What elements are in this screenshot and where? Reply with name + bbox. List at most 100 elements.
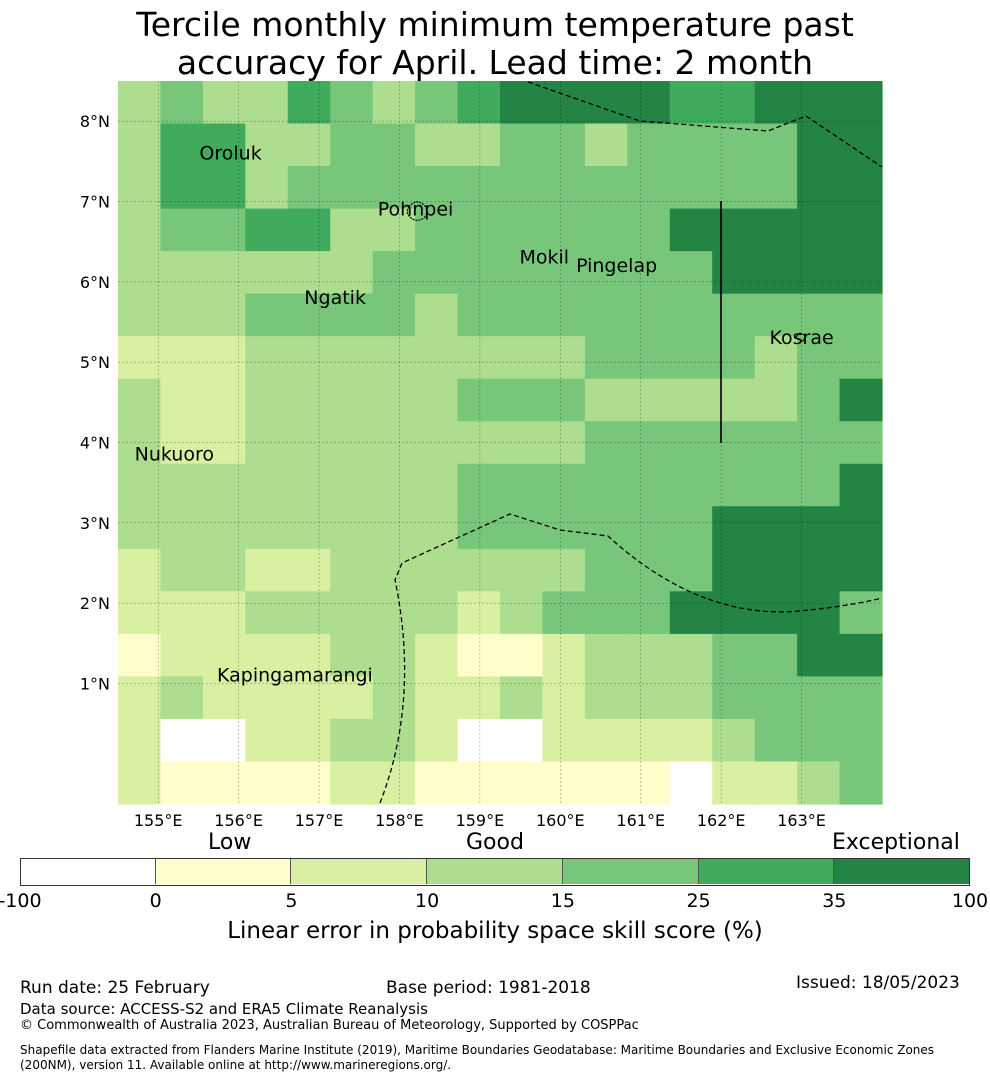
grid-cell xyxy=(372,463,416,507)
grid-cell xyxy=(372,633,416,678)
grid-cell xyxy=(797,548,841,592)
grid-cell xyxy=(287,378,331,422)
grid-cell xyxy=(202,208,246,252)
grid-cell xyxy=(372,251,416,295)
grid-cell xyxy=(542,633,586,678)
grid-cell xyxy=(712,506,756,550)
grid-cell xyxy=(287,123,331,167)
grid-cell xyxy=(584,208,628,252)
place-label: Kapingamarangi xyxy=(217,664,373,686)
colorbar xyxy=(20,858,970,886)
grid-cell xyxy=(415,591,459,635)
lat-tick-label: 3°N xyxy=(80,514,110,533)
grid-cell xyxy=(584,378,628,422)
grid-cell xyxy=(160,251,204,295)
grid-cell xyxy=(287,251,331,295)
grid-cell xyxy=(457,463,501,507)
grid-cell xyxy=(500,208,544,252)
grid-cell xyxy=(415,463,459,507)
data-source: Data source: ACCESS-S2 and ERA5 Climate … xyxy=(20,1000,428,1018)
grid-cell xyxy=(627,123,671,167)
grid-cell xyxy=(415,166,459,210)
grid-cell xyxy=(584,591,628,635)
colorbar-tick-label: 100 xyxy=(951,890,989,912)
grid-cell xyxy=(372,123,416,167)
grid-cell xyxy=(415,123,459,167)
grid-cell xyxy=(160,81,204,125)
grid-cell xyxy=(372,166,416,210)
grid-cell xyxy=(754,208,798,252)
grid-cell xyxy=(542,718,586,763)
grid-cell xyxy=(839,548,883,592)
grid-cell xyxy=(245,506,289,550)
place-label: Kosrae xyxy=(769,327,833,349)
grid-cell xyxy=(457,761,501,805)
grid-cell xyxy=(415,761,459,805)
grid-cell xyxy=(330,463,374,507)
title-line-1: Tercile monthly minimum temperature past xyxy=(136,5,854,44)
grid-cell xyxy=(542,336,586,380)
lat-tick-label: 6°N xyxy=(80,273,110,292)
grid-cell xyxy=(202,591,246,635)
graticule xyxy=(118,81,882,804)
grid-cell xyxy=(457,336,501,380)
grid-cell xyxy=(797,633,841,678)
grid-cell xyxy=(584,336,628,380)
grid-cell xyxy=(118,166,162,210)
lon-tick-label: 160°E xyxy=(536,811,585,830)
lon-tick-label: 161°E xyxy=(616,811,665,830)
grid-cell xyxy=(627,293,671,337)
grid-cell xyxy=(202,463,246,507)
grid-cell xyxy=(500,166,544,210)
grid-cell xyxy=(542,378,586,422)
grid-cell xyxy=(712,81,756,125)
grid-cell xyxy=(160,506,204,550)
grid-cell xyxy=(712,676,756,720)
grid-cell xyxy=(415,293,459,337)
grid-cell xyxy=(500,591,544,635)
place-labels: Oroluk Pohnpei Mokil Pingelap Ngatik Kosrae Nu… xyxy=(135,142,834,686)
grid-cell xyxy=(330,208,374,252)
grid-cell xyxy=(627,81,671,125)
grid-cell xyxy=(627,378,671,422)
lat-tick-label: 4°N xyxy=(80,434,110,453)
grid-cell xyxy=(118,208,162,252)
grid-cell xyxy=(287,718,331,763)
colorbar-label: Linear error in probability space skill … xyxy=(227,918,763,944)
grid-cell xyxy=(500,548,544,592)
grid-cell xyxy=(118,676,162,720)
grid-cell xyxy=(457,591,501,635)
grid-cell xyxy=(542,208,586,252)
grid-cell xyxy=(160,123,204,167)
grid-cell xyxy=(245,81,289,125)
grid-cell xyxy=(160,293,204,337)
grid-cell xyxy=(202,548,246,592)
grid-cell xyxy=(160,378,204,422)
grid-cell xyxy=(754,251,798,295)
grid-cell xyxy=(330,81,374,125)
grid-cell xyxy=(669,718,713,763)
grid-cell xyxy=(754,591,798,635)
place-label: Oroluk xyxy=(199,142,261,164)
colorbar-segment xyxy=(155,858,292,884)
place-label: Mokil xyxy=(519,247,569,269)
grid-cell xyxy=(797,336,841,380)
grid-cell xyxy=(118,81,162,125)
grid-cell xyxy=(797,506,841,550)
category-good: Good xyxy=(466,830,524,855)
grid-cell xyxy=(542,293,586,337)
grid-cell xyxy=(415,506,459,550)
grid-cell xyxy=(202,166,246,210)
grid-cell xyxy=(669,336,713,380)
grid-cell xyxy=(712,761,756,805)
grid-cell xyxy=(457,293,501,337)
grid-cell xyxy=(839,421,883,465)
grid-cell xyxy=(627,591,671,635)
grid-cell xyxy=(457,548,501,592)
colorbar-segment xyxy=(698,858,835,884)
colorbar-tick-label: 5 xyxy=(285,890,298,912)
grid-cell xyxy=(118,378,162,422)
grid-cell xyxy=(118,633,162,678)
grid-cell xyxy=(669,81,713,125)
grid-cell xyxy=(712,548,756,592)
